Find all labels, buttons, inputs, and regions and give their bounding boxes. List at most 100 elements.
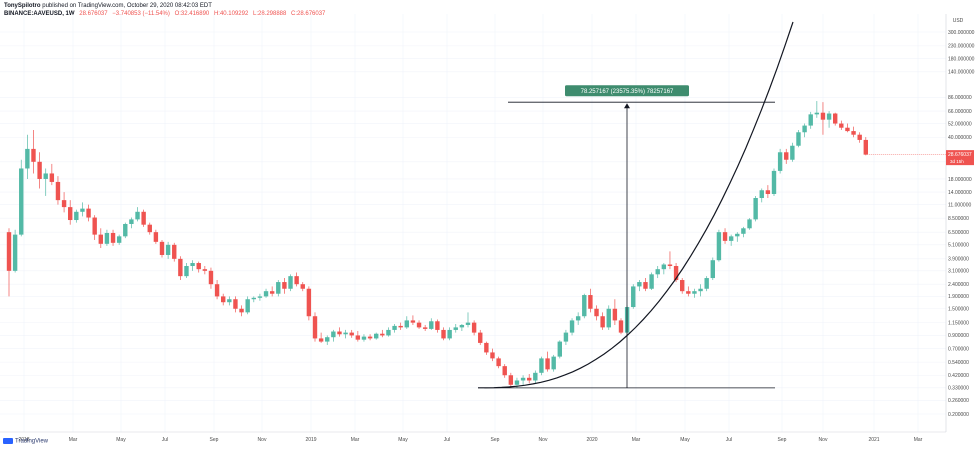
price-axis[interactable]: 300.000000 230.000000 180.000000 140.000000… — [946, 30, 975, 418]
time-tick-label: Mar — [914, 437, 923, 443]
last-price-label: 28.676037 — [948, 152, 972, 158]
candle-body — [539, 358, 544, 373]
candle-body — [527, 377, 532, 381]
candle-body — [471, 322, 477, 333]
candle-body — [496, 358, 501, 367]
time-tick-label: 2020 — [586, 437, 597, 443]
price-tick-label: 14.000000 — [948, 190, 972, 196]
candle-body — [392, 325, 397, 330]
publisher-name[interactable]: TonySpilotro — [4, 3, 41, 9]
candle-body — [710, 260, 715, 279]
candle-body — [784, 152, 789, 160]
price-tick-label: 0.900000 — [948, 333, 969, 339]
candle-body — [839, 123, 844, 128]
price-tick-label: 0.330000 — [948, 386, 969, 392]
candle-body — [557, 341, 562, 357]
price-tick-label: 3.900000 — [948, 257, 969, 263]
brand-label[interactable]: TradingView — [15, 438, 49, 445]
candle-body — [184, 266, 189, 277]
time-tick-label: Sep — [491, 437, 500, 443]
candle-body — [563, 332, 569, 342]
symbol-label[interactable]: BINANCE:AAVEUSD, 1W — [4, 11, 75, 17]
candle-body — [435, 321, 440, 330]
candle-body — [673, 266, 679, 281]
drawings: 78.257167 (23575.35%) 78257167 — [478, 21, 946, 389]
candle-body — [123, 223, 128, 237]
price-tick-label: 230.000000 — [948, 44, 975, 50]
candle-body — [98, 234, 103, 244]
candle-body — [802, 125, 807, 133]
candle-body — [196, 263, 201, 270]
candle-body — [459, 324, 465, 328]
candle-body — [349, 332, 354, 336]
ohlc-high: H:40.109292 — [213, 11, 249, 17]
time-tick-label: Mar — [632, 437, 641, 443]
candle-body — [796, 132, 801, 146]
price-tick-label: 1.150000 — [948, 320, 969, 326]
candle-body — [147, 224, 152, 233]
parabolic-curve — [478, 21, 794, 389]
candle-body — [514, 380, 520, 385]
price-tick-label: 300.000000 — [948, 30, 975, 36]
candle-body — [239, 308, 244, 313]
candle-body — [716, 232, 722, 261]
candle-body — [594, 308, 599, 317]
candle-body — [735, 233, 740, 237]
candle-body — [478, 332, 483, 343]
candle-body — [251, 297, 256, 300]
candle-body — [6, 232, 12, 271]
measure-arrowhead — [624, 103, 630, 109]
price-tick-label: 6.500000 — [948, 230, 969, 236]
candle-body — [312, 316, 318, 339]
candle-body — [300, 284, 305, 289]
candle-body — [575, 316, 581, 321]
candle-body — [845, 127, 850, 132]
price-tick-label: 11.000000 — [948, 202, 971, 208]
tradingview-logo-icon — [3, 438, 13, 444]
candle-body — [569, 320, 575, 333]
grid — [0, 14, 946, 432]
last-value: 28.676037 — [79, 11, 108, 17]
last-price-label-box — [946, 150, 974, 166]
candle-body — [404, 320, 409, 328]
candle-body — [704, 278, 709, 289]
candle-body — [294, 276, 299, 285]
candle-body — [374, 333, 379, 339]
candle-body — [337, 331, 342, 335]
candle-body — [484, 342, 489, 353]
price-tick-label: 0.540000 — [948, 360, 969, 366]
price-tick-label: 3.100000 — [948, 269, 969, 275]
time-tick-label: May — [398, 437, 408, 443]
time-tick-label: Sep — [210, 437, 219, 443]
candle-body — [753, 198, 758, 220]
candle-body — [208, 270, 214, 285]
candle-body — [410, 320, 416, 323]
candle-body — [422, 327, 428, 329]
candle-body — [728, 236, 734, 241]
candle-body — [257, 296, 263, 298]
candle-body — [153, 232, 159, 242]
candle-body — [269, 291, 275, 294]
time-tick-label: May — [116, 437, 126, 443]
time-tick-label: 2019 — [305, 437, 316, 443]
candle-body — [790, 145, 795, 160]
candle-body — [386, 329, 391, 336]
symbol-info: BINANCE:AAVEUSD, 1W 28.676037 −3.740853 … — [4, 10, 328, 18]
chart-header: TonySpilotro published on TradingView.co… — [4, 2, 328, 18]
price-tick-label: 1.900000 — [948, 294, 969, 300]
time-tick-label: Jul — [726, 437, 732, 443]
time-tick-label: Jul — [444, 437, 450, 443]
candle-body — [686, 291, 691, 294]
candle-body — [361, 336, 367, 340]
candle-body — [808, 114, 813, 126]
candle-body — [698, 288, 703, 292]
time-axis[interactable]: 2018 Mar May Jul Sep Nov 2019 Mar May Jul Sep Nov 20… — [18, 437, 922, 443]
footer: TradingView — [3, 438, 48, 445]
ohlc-open: O:32.416890 — [174, 11, 210, 17]
candle-body — [465, 322, 471, 325]
candle-body — [416, 322, 422, 328]
candle-body — [826, 113, 832, 120]
candle-body — [398, 325, 403, 328]
candle-body — [306, 288, 312, 317]
